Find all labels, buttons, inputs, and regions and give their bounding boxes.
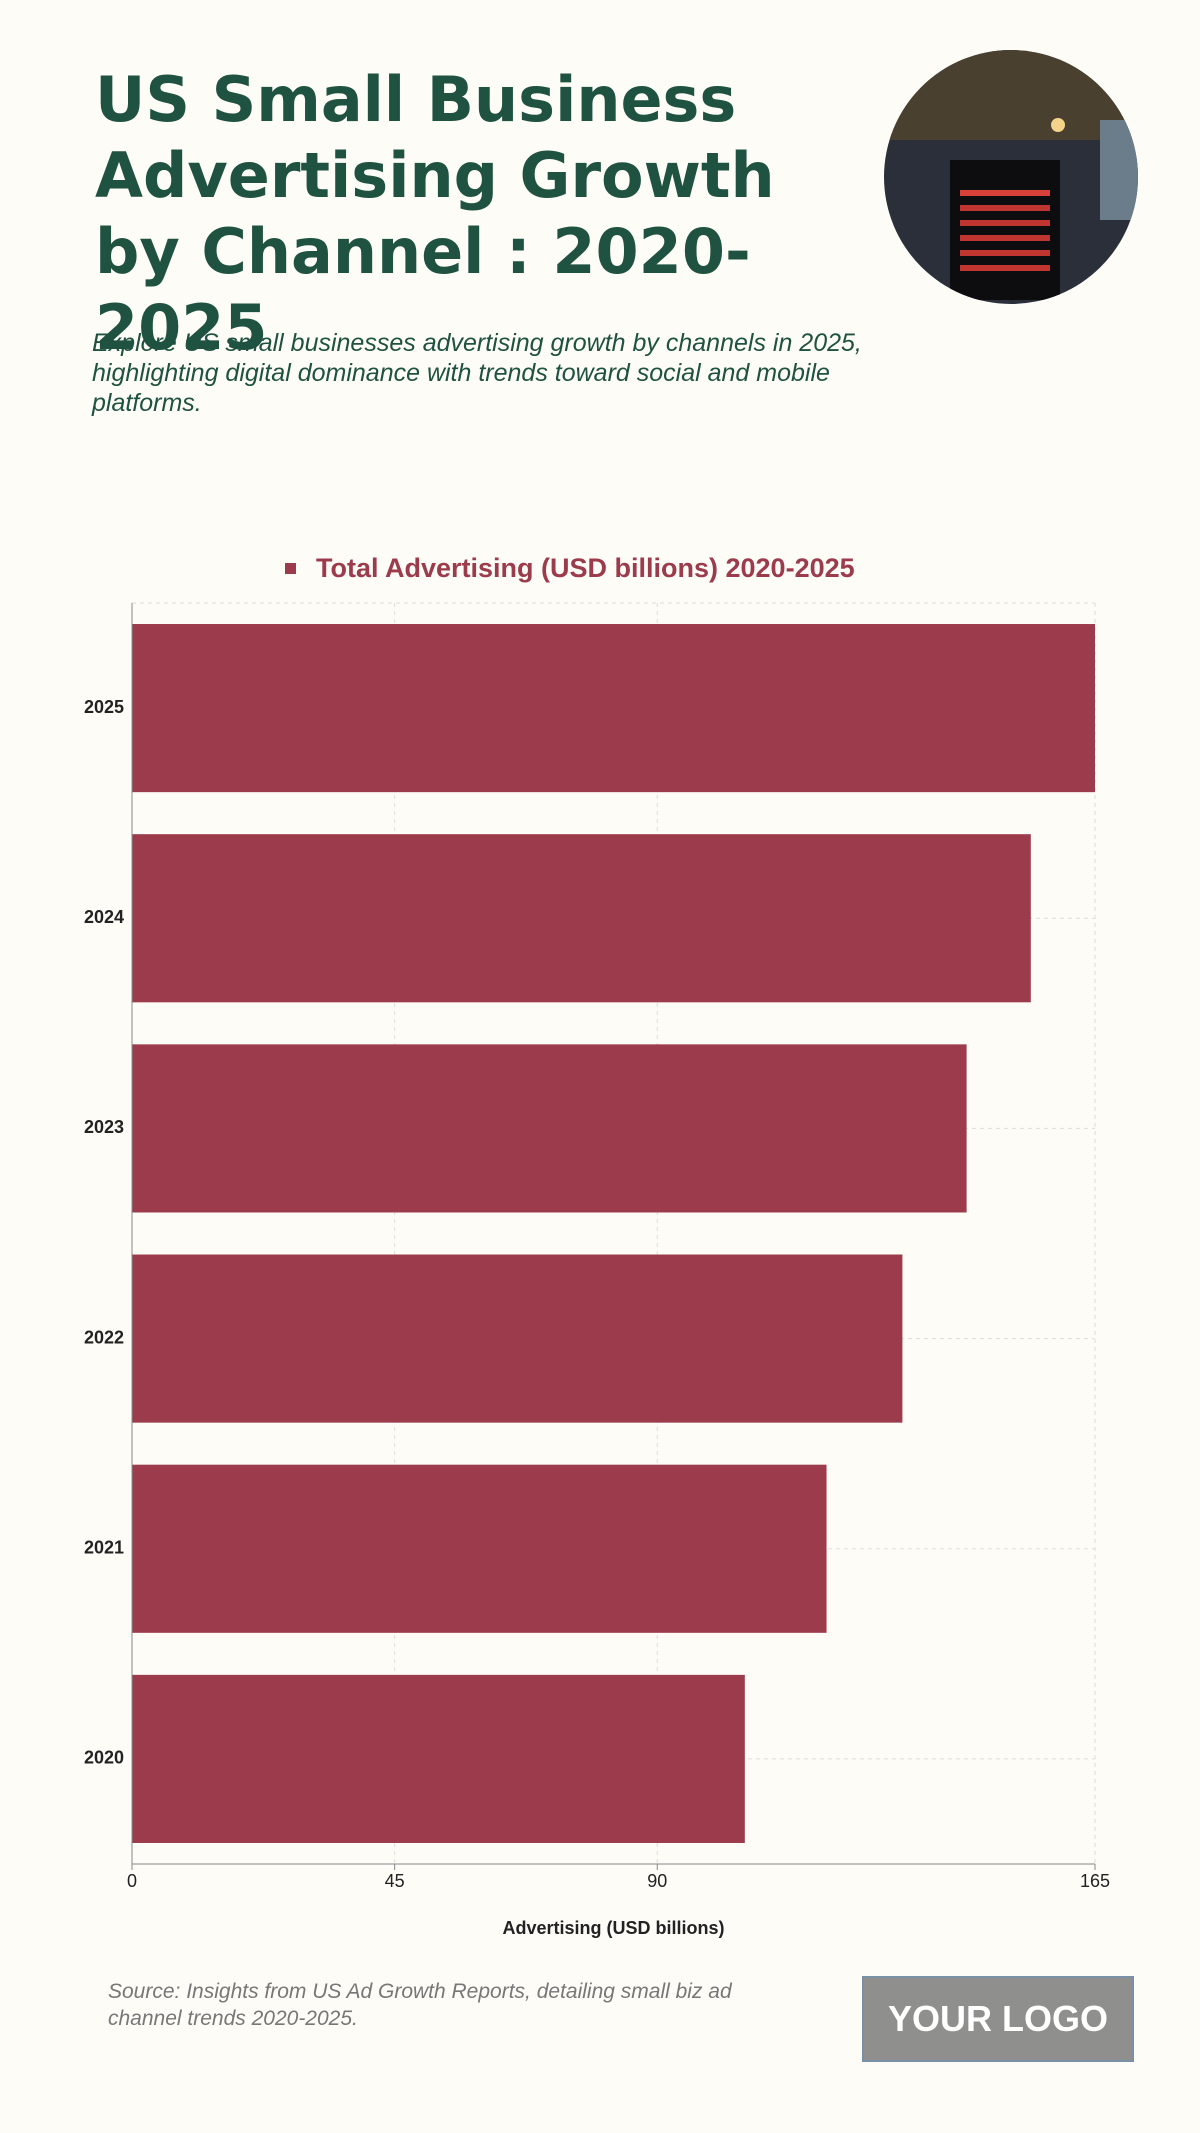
legend-marker: [285, 563, 296, 574]
y-tick-label: 2023: [84, 1117, 124, 1137]
bar: [132, 834, 1031, 1003]
y-tick-label: 2022: [84, 1327, 124, 1347]
y-tick-label: 2024: [84, 907, 124, 927]
source-note: Source: Insights from US Ad Growth Repor…: [108, 1980, 732, 2030]
bar: [132, 1254, 903, 1423]
x-tick-label: 90: [647, 1871, 667, 1891]
legend-label: Total Advertising (USD billions) 2020-20…: [316, 553, 855, 583]
bar: [132, 1464, 827, 1633]
bar: [132, 624, 1095, 793]
subtitle: Explore US small businesses advertising …: [92, 329, 862, 417]
y-tick-label: 2020: [84, 1748, 124, 1768]
x-tick-label: 165: [1080, 1871, 1110, 1891]
y-tick-label: 2025: [84, 697, 124, 717]
bar: [132, 1674, 745, 1843]
x-tick-label: 0: [127, 1871, 137, 1891]
y-tick-label: 2021: [84, 1538, 124, 1558]
logo: YOUR LOGO: [862, 1976, 1134, 2062]
title: US Small Business Advertising Growth by …: [95, 63, 775, 364]
x-tick-label: 45: [385, 1871, 405, 1891]
bar: [132, 1044, 967, 1213]
x-axis-title: Advertising (USD billions): [502, 1918, 724, 1938]
photo: [884, 50, 1138, 304]
